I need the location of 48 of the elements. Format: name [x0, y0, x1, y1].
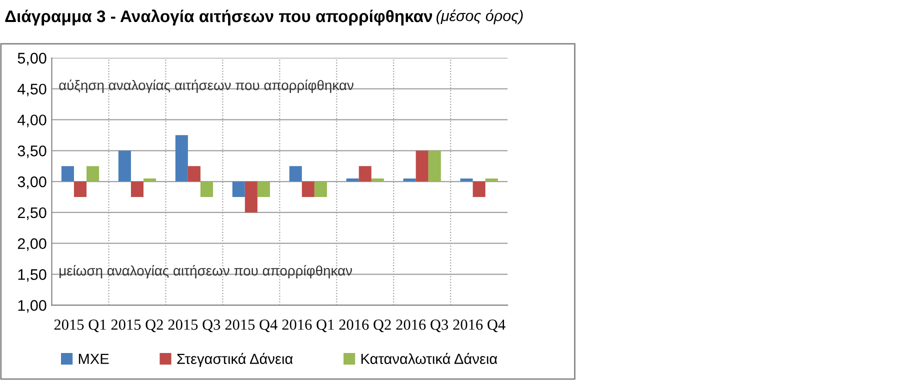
bar: [460, 178, 473, 182]
x-tick-label: 2015 Q4: [225, 320, 278, 332]
x-tick-label: 2015 Q2: [111, 320, 163, 332]
bar: [302, 182, 314, 197]
chart-title: Διάγραμμα 3 - Αναλογία αιτήσεων που απορρίφθηκαν: [5, 10, 432, 26]
x-tick-label: 2016 Q2: [339, 320, 391, 332]
bar: [472, 182, 486, 197]
bar: [244, 182, 258, 212]
legend-label: Καταναλωτικά Δάνεια: [361, 352, 498, 364]
y-tick-label: 2,50: [18, 207, 46, 220]
bar: [188, 166, 200, 182]
y-tick-label: 1,50: [18, 269, 46, 282]
bar: [358, 166, 372, 182]
legend-label: Στεγαστικά Δάνεια: [177, 352, 293, 367]
bar: [289, 166, 302, 182]
bar: [428, 150, 441, 182]
bar: [175, 135, 188, 182]
bar: [257, 182, 270, 197]
x-tick-label: 2015 Q1: [54, 320, 106, 332]
chart-subtitle: (μέσος όρος): [436, 10, 523, 24]
x-tick-label: 2015 Q3: [168, 320, 220, 332]
y-tick-label: 5,00: [18, 52, 46, 66]
bar: [118, 150, 131, 182]
annotation: μείωση αναλογίας αιτήσεων που απορρίφθηκαν: [60, 265, 352, 278]
bar: [371, 178, 384, 182]
bar: [232, 182, 245, 197]
legend-label: ΜΧΕ: [78, 354, 109, 364]
x-tick-label: 2016 Q3: [396, 320, 448, 332]
y-tick-label: 3,50: [18, 146, 46, 158]
annotation: αύξηση αναλογίας αιτήσεων που απορρίφθηκαν: [59, 80, 354, 93]
bar: [130, 182, 144, 197]
bar: [86, 166, 100, 182]
x-tick-label: 2016 Q4: [453, 320, 506, 332]
y-tick-label: 4,00: [18, 114, 46, 128]
bar: [403, 178, 416, 182]
y-tick-label: 4,50: [18, 84, 46, 96]
x-tick-label: 2016 Q1: [282, 320, 334, 332]
y-tick-label: 1,00: [18, 300, 46, 313]
bar: [314, 182, 327, 197]
bar: [346, 178, 359, 182]
y-tick-label: 3,00: [18, 176, 46, 190]
bar: [61, 166, 74, 182]
bar: [200, 182, 213, 197]
bar: [143, 178, 156, 182]
bar: [416, 150, 428, 182]
bar: [74, 182, 87, 197]
bar: [485, 178, 498, 182]
y-tick-label: 2,00: [18, 238, 46, 251]
